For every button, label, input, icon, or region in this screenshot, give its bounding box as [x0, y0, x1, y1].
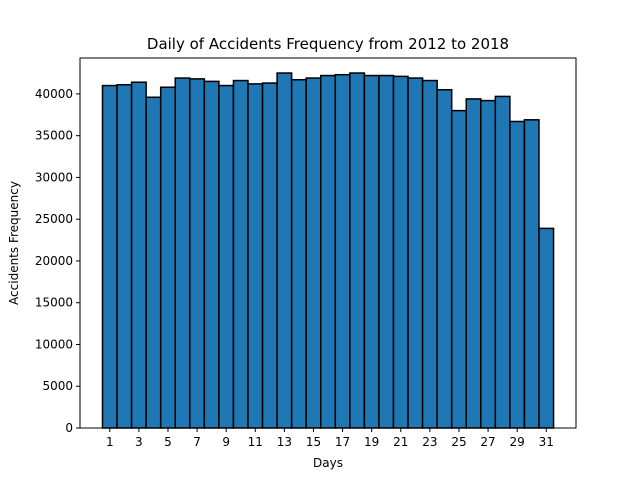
bar-day-7 [189, 78, 206, 429]
bar-day-23 [421, 79, 438, 429]
bar-day-11 [247, 83, 264, 429]
bar-day-20 [378, 74, 395, 429]
x-tick-label: 17 [335, 435, 350, 449]
bar-day-13 [276, 72, 293, 429]
bar-day-12 [261, 82, 278, 429]
y-tick-label: 0 [65, 421, 73, 435]
y-tick-label: 40000 [35, 87, 73, 101]
bar-day-27 [480, 99, 497, 429]
bar-day-9 [218, 84, 235, 429]
x-tick-label: 11 [248, 435, 263, 449]
y-tick-label: 5000 [42, 379, 73, 393]
bar-day-18 [349, 72, 366, 429]
x-tick-label: 1 [106, 435, 114, 449]
plot-frame [79, 57, 577, 429]
bar-day-3 [130, 81, 147, 429]
x-tick-label: 9 [222, 435, 230, 449]
bar-day-24 [436, 88, 453, 429]
bar-day-4 [145, 96, 162, 429]
x-tick-label: 19 [364, 435, 379, 449]
y-tick-label: 35000 [35, 129, 73, 143]
x-tick-label: 5 [164, 435, 172, 449]
bar-day-21 [392, 75, 409, 429]
y-axis-label: Accidents Frequency [7, 181, 21, 305]
bar-day-2 [116, 83, 133, 429]
bar-day-22 [407, 77, 424, 429]
bar-day-29 [509, 120, 526, 429]
y-tick-label: 15000 [35, 296, 73, 310]
x-tick-label: 15 [306, 435, 321, 449]
y-tick-label: 25000 [35, 212, 73, 226]
bar-day-5 [159, 86, 176, 429]
x-tick-label: 23 [422, 435, 437, 449]
y-tick-label: 20000 [35, 254, 73, 268]
x-axis-ticks: 1 3 5 7 9 11 13 15 17 19 21 23 25 27 29 31 [106, 428, 554, 449]
x-tick-label: 29 [510, 435, 525, 449]
x-tick-label: 27 [480, 435, 495, 449]
bar-day-8 [203, 80, 220, 429]
x-axis-label: Days [313, 456, 343, 470]
chart-title: Daily of Accidents Frequency from 2012 t… [147, 35, 509, 53]
bar-day-31 [538, 227, 555, 429]
bar-day-1 [101, 84, 118, 429]
x-tick-label: 7 [193, 435, 201, 449]
x-tick-label: 25 [451, 435, 466, 449]
bar-day-15 [305, 77, 322, 429]
bar-day-16 [320, 74, 337, 429]
y-axis-ticks: 0 5000 10000 15000 20000 25000 30000 35000 40000 [35, 87, 80, 435]
x-tick-label: 3 [135, 435, 143, 449]
bar-day-25 [450, 109, 468, 429]
y-tick-label: 10000 [35, 337, 73, 351]
bar-day-14 [290, 78, 307, 429]
bar-day-30 [523, 119, 540, 429]
bar-day-17 [334, 73, 351, 429]
bar-day-6 [174, 77, 191, 429]
y-tick-label: 30000 [35, 170, 73, 184]
x-tick-label: 13 [277, 435, 292, 449]
bar-day-10 [232, 79, 249, 429]
bars-group [101, 72, 555, 429]
bar-day-28 [494, 95, 511, 429]
x-tick-label: 31 [539, 435, 554, 449]
bar-day-19 [363, 74, 380, 429]
bar-day-26 [465, 98, 482, 429]
x-tick-label: 21 [393, 435, 408, 449]
